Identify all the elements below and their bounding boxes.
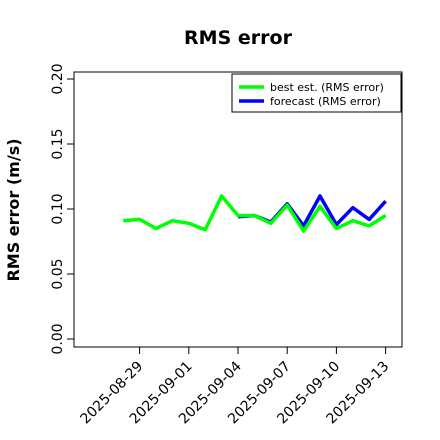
- legend-label-forecast: forecast (RMS error): [270, 95, 381, 108]
- y-tick-label: 0.00: [50, 323, 66, 354]
- legend-label-best-est: best est. (RMS error): [270, 81, 384, 94]
- y-tick-label: 0.05: [50, 258, 66, 289]
- legend-box: [231, 73, 402, 113]
- series-layer: [123, 194, 387, 233]
- y-tick-label: 0.15: [50, 128, 66, 159]
- chart-title: RMS error: [184, 27, 293, 49]
- y-tick-label: 0.10: [50, 193, 66, 224]
- legend: best est. (RMS error) forecast (RMS erro…: [231, 73, 402, 113]
- x-axis: 2025-08-292025-09-012025-09-042025-09-07…: [78, 347, 392, 427]
- y-axis: 0.00 0.05 0.10 0.15 0.20: [50, 63, 74, 355]
- y-axis-label: RMS error (m/s): [4, 138, 23, 281]
- y-tick-label: 0.20: [50, 63, 66, 94]
